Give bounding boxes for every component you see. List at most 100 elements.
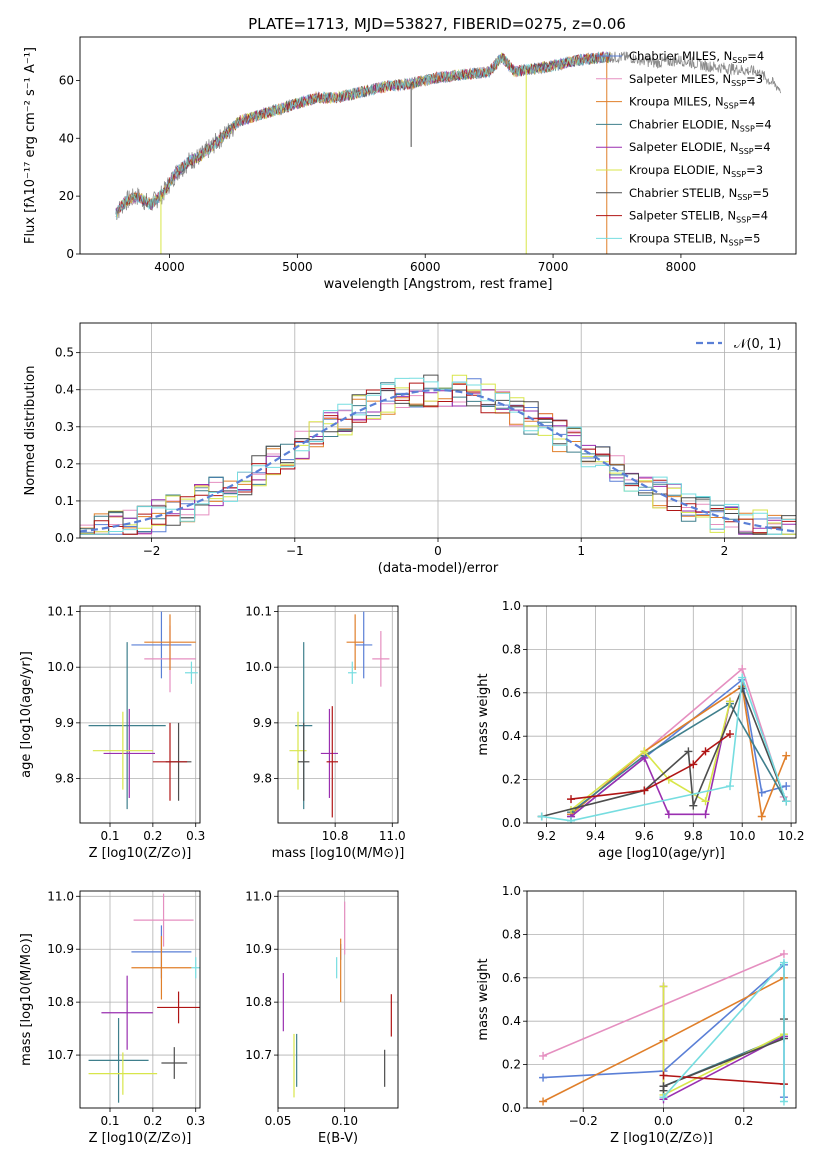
x-tick-label: 10.8 — [322, 829, 349, 843]
x-tick-label: 10.0 — [729, 829, 756, 843]
x-axis-label: Z [log10(Z/Z⊙)] — [89, 1131, 192, 1146]
plot-frame — [277, 605, 399, 824]
y-tick-label: 0.3 — [55, 420, 74, 434]
normal-reference-curve — [80, 388, 796, 533]
weight-marker — [782, 751, 791, 760]
x-tick-label: 0.1 — [100, 1114, 119, 1128]
legend-nssp: =5 — [752, 186, 769, 200]
x-axis-label: mass [log10(M/M⊙)] — [272, 846, 405, 861]
weight-marker — [659, 1082, 668, 1091]
errorbar-point — [326, 706, 338, 818]
panel-mass-vs-Z: 0.1 0.2 0.3 10.7 10.8 10.9 11.0 Z [log10(Z/Z⊙)]… — [19, 889, 205, 1146]
x-tick-label: 0.2 — [143, 829, 162, 843]
x-axis-label: Z [log10(Z/Z⊙)] — [89, 846, 192, 861]
weight-marker — [539, 1051, 548, 1060]
weight-series-line — [570, 702, 787, 813]
legend-nssp: =4 — [754, 140, 771, 154]
panel-weight-vs-age: 9.2 9.4 9.6 9.8 10.0 10.2 0.0 0.2 0.4 0.6 0.8 1.0 ag… — [476, 599, 804, 861]
weight-marker — [689, 801, 698, 810]
x-tick-label: 11.0 — [379, 829, 406, 843]
y-tick-label: 0.0 — [502, 816, 521, 830]
errorbar-point — [131, 935, 192, 1000]
errorbar-point — [131, 611, 192, 679]
weight-marker — [684, 747, 693, 756]
errorbar-point — [346, 614, 364, 670]
weight-marker — [725, 730, 734, 739]
y-tick-label: 0.4 — [55, 383, 74, 397]
y-tick-label: 40 — [59, 131, 74, 145]
y-tick-label: 0.5 — [55, 346, 74, 360]
errorbar-point — [144, 614, 196, 670]
weight-marker — [738, 673, 747, 682]
y-tick-label: 0.1 — [55, 494, 74, 508]
y-tick-label: 0.4 — [502, 1014, 521, 1028]
weight-marker — [640, 786, 649, 795]
x-tick-label: −2 — [143, 544, 161, 558]
plot-frame — [79, 605, 201, 824]
legend-subscript: SSP — [737, 193, 752, 202]
x-axis-label: E(B-V) — [318, 1131, 358, 1146]
legend-nssp: =4 — [747, 49, 764, 63]
errorbar-point — [320, 708, 338, 798]
y-tick-label: 0 — [66, 247, 74, 261]
legend-nssp: =5 — [744, 231, 761, 245]
weight-marker — [782, 797, 791, 806]
x-tick-label: 9.4 — [586, 829, 605, 843]
weight-marker — [567, 816, 576, 823]
plot-frame — [79, 322, 797, 539]
x-tick-label: 0.05 — [265, 1114, 292, 1128]
weight-marker — [659, 1093, 668, 1102]
weight-marker — [779, 949, 788, 958]
errorbar-point — [161, 1047, 188, 1079]
errorbar-point — [92, 711, 153, 790]
y-tick-label: 10.8 — [245, 995, 272, 1009]
model-spectrum-line — [115, 51, 611, 219]
x-tick-label: 9.8 — [684, 829, 703, 843]
histogram-legend: 𝒩(0, 1) — [696, 337, 781, 352]
x-tick-label: 9.6 — [635, 829, 654, 843]
errorbar-point — [101, 975, 153, 1050]
errorbar-point — [152, 722, 188, 801]
x-tick-label: 10.2 — [778, 829, 805, 843]
y-tick-label: 0.0 — [55, 531, 74, 545]
x-tick-label: 1 — [577, 544, 585, 558]
x-tick-label: 0.0 — [654, 1114, 673, 1128]
weight-marker — [539, 1073, 548, 1082]
weight-series-line — [663, 1074, 785, 1085]
panel-residual-histogram: −2 −1 0 1 2 0.0 0.1 0.2 0.3 0.4 0.5 (data-model)/er… — [23, 322, 797, 576]
weight-lines — [539, 949, 788, 1106]
errorbar-point — [157, 991, 200, 1024]
weight-marker — [779, 1097, 788, 1106]
weight-marker — [659, 1071, 668, 1080]
y-tick-label: 0.0 — [502, 1101, 521, 1115]
y-tick-label: 9.9 — [55, 716, 74, 730]
y-tick-label: 0.8 — [502, 642, 521, 656]
plot-frame — [79, 36, 797, 255]
x-tick-label: 2 — [721, 544, 729, 558]
errorbar-point — [355, 611, 373, 679]
weight-marker — [701, 747, 710, 756]
legend-nssp: =3 — [746, 163, 763, 177]
legend-subscript: SSP — [732, 56, 747, 65]
y-tick-label: 0.8 — [502, 927, 521, 941]
errorbar-point — [133, 893, 194, 947]
y-tick-label: 0.6 — [502, 971, 521, 985]
weight-marker — [640, 747, 649, 756]
legend-subscript: SSP — [740, 124, 755, 133]
y-tick-label: 11.0 — [245, 889, 272, 903]
x-tick-label: 7000 — [538, 260, 569, 274]
plot-frame — [277, 890, 399, 1109]
plot-frame — [79, 890, 201, 1109]
panel-age-vs-Z: 0.1 0.2 0.3 9.8 9.9 10.0 10.1 Z [log10(Z/Z⊙)] ag… — [19, 605, 205, 861]
weight-series-line — [541, 686, 787, 818]
y-axis-label: Flux [fλ10⁻¹⁷ erg cm⁻² s⁻¹ A⁻¹] — [23, 47, 38, 244]
legend-label: Kroupa ELODIE, NSSP=3 — [629, 163, 763, 179]
errorbar-point — [191, 957, 200, 979]
weight-lines — [537, 664, 791, 823]
legend-label: Salpeter STELIB, NSSP=4 — [629, 209, 768, 225]
x-axis-label: Z [log10(Z/Z⊙)] — [610, 1131, 713, 1146]
weight-marker — [659, 982, 668, 991]
weight-marker — [537, 812, 546, 821]
y-tick-label: 1.0 — [502, 884, 521, 898]
legend-subscript: SSP — [731, 79, 746, 88]
